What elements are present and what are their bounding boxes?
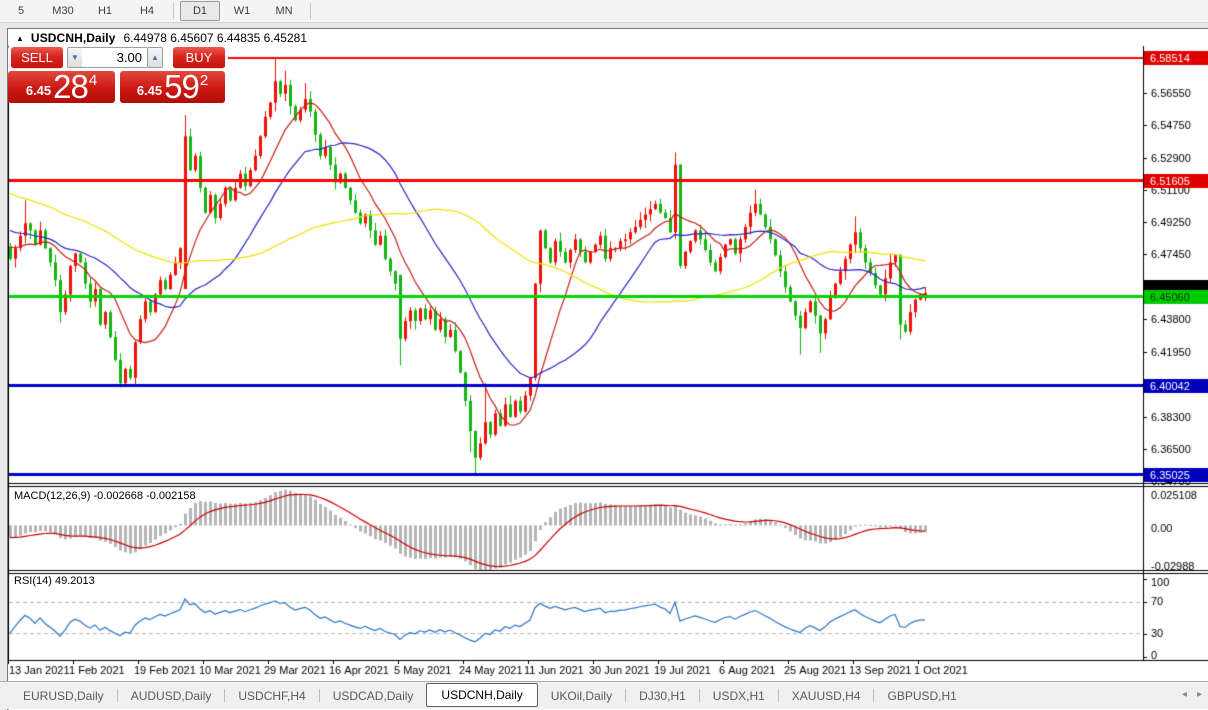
toolbar-separator bbox=[173, 3, 174, 19]
timeframe-button-H1[interactable]: H1 bbox=[97, 5, 113, 17]
price-chart-canvas[interactable] bbox=[8, 29, 1208, 683]
sell-button[interactable]: SELL bbox=[11, 47, 63, 69]
bid-price-prefix: 6.45 bbox=[25, 83, 52, 98]
chart-title: ▲ USDCNH,Daily 6.44978 6.45607 6.44835 6… bbox=[16, 31, 307, 45]
tab-gbpusd-h1[interactable]: GBPUSD,H1 bbox=[887, 688, 957, 703]
tab-separator bbox=[318, 689, 320, 702]
volume-increase-button[interactable]: ▲ bbox=[147, 47, 163, 68]
volume-input[interactable] bbox=[82, 47, 147, 68]
tab-separator bbox=[116, 689, 118, 702]
bid-price-point: 4 bbox=[88, 72, 98, 89]
tab-usdchf-h4[interactable]: USDCHF,H4 bbox=[238, 688, 306, 703]
timeframe-button-D1[interactable]: D1 bbox=[180, 1, 220, 21]
tab-separator bbox=[625, 689, 627, 702]
one-click-trade-panel: SELL ▼ ▲ BUY 6.45 28 4 6.45 59 2 bbox=[8, 45, 228, 104]
timeframe-button-H4[interactable]: H4 bbox=[139, 5, 155, 17]
symbol-tab-bar: EURUSD,Daily AUDUSD,Daily USDCHF,H4 USDCAD,… bbox=[0, 681, 1208, 709]
tab-separator bbox=[873, 689, 875, 702]
toolbar-separator bbox=[310, 3, 311, 19]
tab-separator bbox=[224, 689, 226, 702]
bid-price-pips: 28 bbox=[53, 68, 89, 105]
buy-button[interactable]: BUY bbox=[173, 47, 225, 69]
volume-decrease-button[interactable]: ▼ bbox=[67, 47, 83, 68]
tab-scroll-nav: ◂ ▸ bbox=[1182, 689, 1202, 700]
macd-indicator-label: MACD(12,26,9) -0.002668 -0.002158 bbox=[14, 490, 196, 502]
bid-price-display[interactable]: 6.45 28 4 bbox=[8, 68, 115, 105]
chevron-up-icon: ▲ bbox=[151, 53, 159, 62]
tab-scroll-left-icon[interactable]: ◂ bbox=[1181, 689, 1187, 700]
tab-usdcnh-daily[interactable]: USDCNH,Daily bbox=[426, 682, 538, 707]
tab-xauusd-h4[interactable]: XAUUSD,H4 bbox=[791, 688, 861, 703]
chart-symbol-label: USDCNH,Daily bbox=[30, 31, 116, 45]
ask-price-pips: 59 bbox=[164, 68, 200, 105]
tab-eurusd-daily[interactable]: EURUSD,Daily bbox=[23, 688, 104, 703]
tab-audusd-daily[interactable]: AUDUSD,Daily bbox=[130, 688, 212, 703]
timeframe-button-W1[interactable]: W1 bbox=[233, 5, 251, 17]
tab-separator bbox=[698, 689, 700, 702]
tab-usdx-h1[interactable]: USDX,H1 bbox=[712, 688, 765, 703]
ask-price-point: 2 bbox=[199, 72, 209, 89]
collapse-panel-icon[interactable]: ▲ bbox=[16, 33, 24, 43]
timeframe-button-MN[interactable]: MN bbox=[275, 5, 293, 17]
timeframe-toolbar: 5 M30 H1 H4 D1 W1 MN bbox=[0, 0, 1208, 23]
ask-price-prefix: 6.45 bbox=[136, 83, 163, 98]
tab-dj30-h1[interactable]: DJ30,H1 bbox=[639, 688, 686, 703]
tab-separator bbox=[777, 689, 779, 702]
timeframe-button-5[interactable]: 5 bbox=[17, 5, 25, 17]
chart-ohlc-values: 6.44978 6.45607 6.44835 6.45281 bbox=[123, 31, 307, 45]
chevron-down-icon: ▼ bbox=[71, 53, 79, 62]
rsi-indicator-label: RSI(14) 49.2013 bbox=[14, 575, 95, 587]
ask-price-display[interactable]: 6.45 59 2 bbox=[120, 68, 225, 105]
timeframe-button-M30[interactable]: M30 bbox=[52, 5, 74, 17]
tab-usdcad-daily[interactable]: USDCAD,Daily bbox=[332, 688, 414, 703]
tab-scroll-right-icon[interactable]: ▸ bbox=[1196, 689, 1202, 700]
tab-ukoil-daily[interactable]: UKOil,Daily bbox=[550, 688, 613, 703]
